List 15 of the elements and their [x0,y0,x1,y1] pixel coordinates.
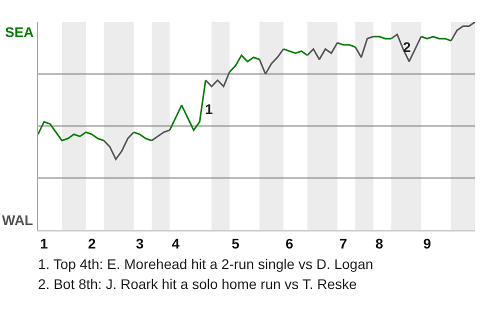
x-tick-label: 1 [40,235,48,252]
x-tick-label: 6 [286,235,294,252]
annotation: 2 [403,39,411,55]
x-tick-label: 4 [172,235,180,252]
x-tick-label: 3 [136,235,144,252]
x-tick-label: 8 [375,235,384,252]
x-tick-label: 2 [88,235,96,252]
text: SEA [5,24,34,40]
text: 2. Bot 8th: J. Roark hit a solo home run vs T. Reske [38,276,357,292]
x-tick-label: 7 [339,235,348,252]
text: WAL [2,212,34,228]
x-tick-label: 5 [232,235,240,252]
text: 1. Top 4th: E. Morehead hit a 2-run single vs D. Logan [38,256,374,272]
annotation: 1 [205,101,213,117]
x-tick-label: 9 [423,235,432,252]
